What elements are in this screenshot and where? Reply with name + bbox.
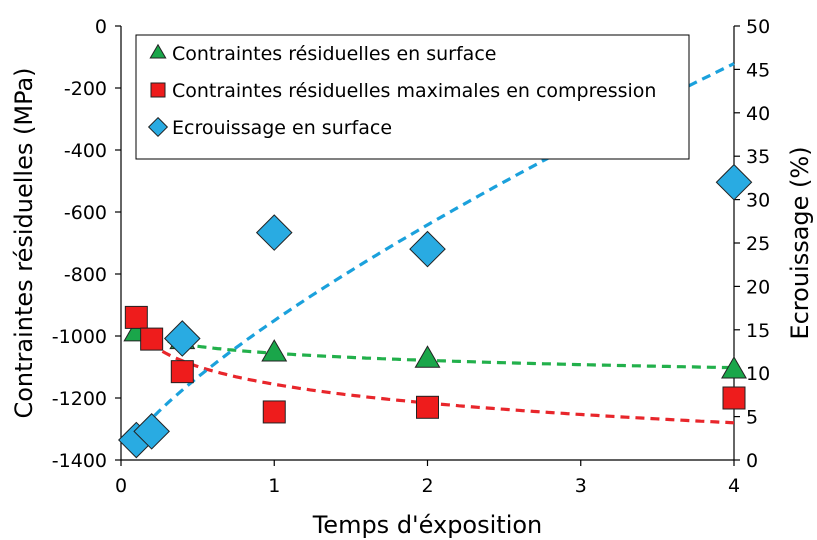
data-point-series-1 — [722, 386, 746, 410]
legend-label-2: Ecrouissage en surface — [172, 117, 392, 139]
y-right-tick-label: 0 — [746, 450, 758, 472]
legend: Contraintes résiduelles en surface Contra… — [135, 34, 690, 160]
y-axis-left-title: Contraintes résiduelles (MPa) — [10, 67, 38, 418]
data-point-series-1 — [124, 305, 148, 329]
x-tick-label: 3 — [575, 475, 587, 497]
x-tick-label: 2 — [421, 475, 433, 497]
y-right-tick-label: 10 — [746, 363, 770, 385]
y-left-tick-label: -400 — [64, 140, 107, 162]
y-left-tick-label: -200 — [64, 78, 107, 100]
y-left-tick-label: -1000 — [52, 326, 107, 348]
legend-label-1: Contraintes résiduelles maximales en com… — [172, 80, 656, 102]
y-left-tick-label: 0 — [95, 16, 107, 38]
data-point-series-0 — [261, 339, 288, 362]
data-point-series-1 — [262, 400, 286, 424]
data-points — [118, 163, 753, 459]
legend-label-0: Contraintes résiduelles en surface — [172, 43, 496, 65]
y-right-tick-label: 45 — [746, 59, 770, 81]
x-axis-title: Temps d'éxposition — [312, 511, 543, 539]
y-left-tick-label: -800 — [64, 264, 107, 286]
data-point-series-1 — [140, 327, 164, 351]
legend-marker-1 — [150, 82, 166, 98]
data-point-series-1 — [416, 395, 439, 419]
data-point-series-1 — [170, 360, 194, 384]
x-tick-label: 4 — [728, 475, 740, 497]
y-right-tick-label: 35 — [746, 146, 770, 168]
y-left-tick-label: -1400 — [52, 450, 107, 472]
legend-box — [135, 34, 690, 160]
y-right-tick-label: 25 — [746, 233, 770, 255]
y-left-tick-label: -600 — [64, 202, 107, 224]
axes: 0 1 2 3 40-200-400-600-800-1000-1200-1400504… — [52, 16, 770, 497]
data-point-series-2 — [409, 230, 446, 268]
data-point-series-0 — [414, 345, 441, 368]
data-point-series-2 — [255, 214, 293, 251]
data-point-series-0 — [721, 356, 747, 379]
legend-marker-0 — [149, 43, 167, 59]
x-tick-label: 0 — [115, 475, 127, 497]
trend-line-0 — [138, 330, 735, 370]
y-axis-right-title: Ecrouissage (%) — [786, 146, 814, 339]
y-right-tick-label: 30 — [746, 190, 770, 212]
data-point-series-2 — [163, 320, 201, 357]
data-point-series-2 — [133, 413, 170, 450]
y-right-tick-label: 40 — [746, 103, 770, 125]
y-right-tick-label: 20 — [746, 276, 770, 298]
y-right-tick-label: 50 — [746, 16, 770, 38]
data-point-series-2 — [715, 163, 753, 201]
legend-marker-2 — [147, 116, 169, 138]
y-right-tick-label: 5 — [746, 407, 758, 429]
y-left-tick-label: -1200 — [52, 388, 107, 410]
x-tick-label: 1 — [268, 475, 280, 497]
y-right-tick-label: 15 — [746, 320, 770, 342]
trend-line-1 — [138, 331, 735, 425]
